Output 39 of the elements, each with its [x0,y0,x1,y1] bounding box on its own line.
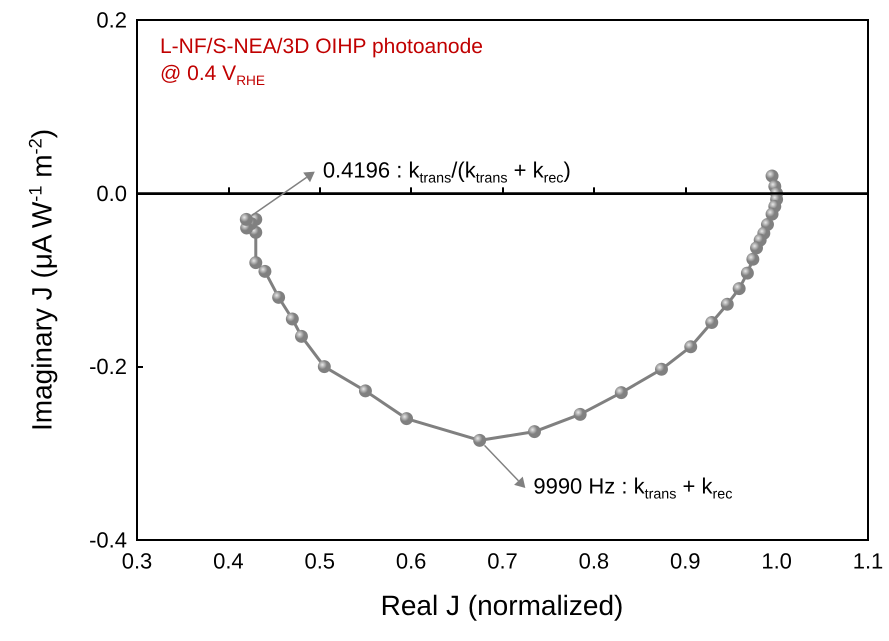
point [574,408,587,421]
y-tick-label: 0.2 [96,8,127,32]
x-tick-label: 0.5 [304,548,336,574]
y-tick-label: -0.2 [89,354,127,380]
point [614,386,628,400]
point [766,208,779,221]
point [746,252,760,266]
x-tick-label: 0.6 [396,548,426,574]
point [258,264,272,278]
point [358,384,372,398]
point [473,434,486,447]
text: L-NF/S-NEA/3D OIHP photoanode [160,35,483,59]
point [318,360,331,374]
point [286,312,299,326]
point [732,282,746,296]
point [740,266,754,280]
y-tick-label: 0.0 [96,180,127,206]
x-tick-label: 1.1 [852,548,884,574]
point [240,212,253,226]
point [705,316,718,329]
x-tick-label: 0.9 [670,548,701,574]
x-tick-label: 0.7 [487,548,518,574]
point [720,298,734,311]
point [294,330,308,343]
point [400,412,414,426]
x-tick-label: 0.4 [213,548,244,574]
annotation: 0.4196 : k$_{trans}$/(k$_{trans}$ + k$_{rec}$) [322,156,571,186]
x-tick-label: 0.8 [578,548,610,574]
annotation: 9990 Hz : k$_{trans}$ + k$_{rec}$ [533,473,732,503]
point [528,425,541,438]
x-tick-label: 1.0 [761,548,792,574]
point [655,362,668,376]
x-axis-title: Real J (normalized) [380,590,624,622]
point [684,340,698,354]
point [750,241,764,254]
text: @ 0.4 V$_{RHE}$ [160,62,265,88]
point [272,290,286,304]
point [249,256,262,270]
point [766,170,779,182]
